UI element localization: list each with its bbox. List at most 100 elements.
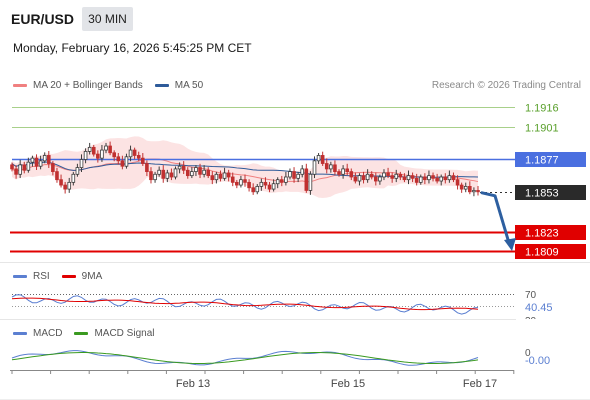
candle-up bbox=[275, 179, 280, 185]
candle-up bbox=[284, 176, 288, 183]
rsi-panel: 703040.45 bbox=[11, 290, 590, 327]
candle-up bbox=[312, 160, 317, 175]
legend-ma50: MA 50 bbox=[174, 80, 204, 91]
candle-down bbox=[34, 157, 39, 167]
pivot-badge bbox=[515, 152, 586, 167]
candle-down bbox=[226, 172, 231, 178]
candle-down bbox=[267, 184, 272, 190]
candle-up bbox=[259, 181, 264, 187]
candle-up bbox=[100, 149, 104, 159]
candle-up bbox=[214, 173, 219, 181]
candle-up bbox=[222, 172, 227, 179]
candle-down bbox=[206, 169, 211, 177]
credit-text: Research © 2026 Trading Central bbox=[431, 80, 581, 91]
candle-down bbox=[136, 155, 141, 159]
rsi-swatch bbox=[13, 275, 27, 278]
candle-up bbox=[157, 169, 161, 175]
candle-down bbox=[141, 157, 145, 164]
support-badge bbox=[515, 244, 586, 259]
candle-down bbox=[410, 175, 415, 179]
candle-up bbox=[427, 175, 431, 181]
candle-down bbox=[230, 176, 235, 183]
ma50-swatch bbox=[154, 84, 169, 87]
candle-up bbox=[87, 146, 92, 152]
candle-up bbox=[124, 156, 129, 167]
macd-value-label: -0.00 bbox=[525, 355, 550, 367]
rsi-ma-swatch bbox=[61, 275, 76, 278]
legend-rsi: RSI bbox=[33, 271, 50, 282]
candle-down bbox=[431, 175, 435, 179]
candle-down bbox=[243, 179, 247, 183]
timeframe-button[interactable]: 30 MIN bbox=[82, 7, 133, 31]
candle-up bbox=[173, 168, 178, 178]
candle-down bbox=[59, 179, 63, 186]
candle-down bbox=[51, 163, 55, 172]
candle-down bbox=[333, 164, 337, 172]
candle-down bbox=[108, 145, 112, 154]
candle-down bbox=[14, 168, 18, 175]
x-tick-label: Feb 15 bbox=[331, 378, 365, 390]
support-label: 1.1809 bbox=[525, 247, 559, 259]
candle-down bbox=[361, 175, 366, 181]
candle-up bbox=[255, 186, 260, 193]
legend-9ma: 9MA bbox=[81, 271, 103, 282]
macd-zero-label: 0 bbox=[525, 348, 531, 359]
candle-up bbox=[463, 186, 468, 190]
arrow-head bbox=[504, 238, 516, 251]
candle-down bbox=[476, 190, 480, 193]
candle-up bbox=[300, 168, 305, 175]
candle-down bbox=[374, 176, 378, 182]
candle-down bbox=[185, 169, 190, 177]
candle-down bbox=[304, 168, 309, 191]
candle-up bbox=[71, 173, 76, 183]
candle-down bbox=[10, 164, 14, 170]
candle-down bbox=[63, 184, 67, 190]
candle-up bbox=[357, 175, 362, 182]
candlesticks bbox=[10, 141, 480, 197]
candle-down bbox=[55, 171, 59, 181]
panel-separators bbox=[0, 262, 590, 400]
candle-down bbox=[455, 179, 460, 186]
candle-down bbox=[181, 165, 186, 171]
bollinger-bands bbox=[12, 136, 478, 198]
candle-down bbox=[279, 179, 284, 183]
candle-up bbox=[329, 164, 333, 170]
candle-up bbox=[67, 181, 72, 190]
candle-down bbox=[337, 171, 341, 175]
candle-down bbox=[116, 156, 121, 162]
candle-down bbox=[235, 181, 239, 186]
candle-down bbox=[349, 171, 354, 178]
candle-down bbox=[435, 177, 439, 182]
target-label: 1.1916 bbox=[525, 103, 559, 115]
candle-down bbox=[169, 172, 174, 178]
legend-ma20: MA 20 + Bollinger Bands bbox=[33, 80, 143, 91]
candle-down bbox=[120, 160, 125, 167]
target-label: 1.1901 bbox=[525, 123, 559, 135]
candle-down bbox=[247, 181, 251, 189]
candle-up bbox=[447, 175, 452, 181]
rsi-line bbox=[11, 294, 479, 315]
candle-down bbox=[292, 171, 296, 179]
candle-down bbox=[443, 176, 448, 181]
candle-up bbox=[472, 190, 476, 193]
candle-down bbox=[218, 173, 223, 179]
candle-down bbox=[402, 176, 407, 181]
candle-down bbox=[22, 164, 27, 171]
candle-down bbox=[369, 173, 374, 178]
candle-down bbox=[390, 175, 394, 179]
macd-legend: MACD MACD Signal bbox=[13, 328, 154, 339]
candle-up bbox=[79, 159, 84, 168]
candle-up bbox=[365, 173, 370, 181]
candle-down bbox=[149, 171, 153, 181]
candle-up bbox=[177, 165, 182, 170]
candle-up bbox=[26, 161, 31, 171]
legend-macd-signal: MACD Signal bbox=[94, 328, 155, 339]
candle-down bbox=[398, 173, 403, 178]
x-tick-label: Feb 17 bbox=[463, 378, 497, 390]
candle-up bbox=[239, 179, 243, 186]
last-price-label: 1.1853 bbox=[525, 188, 559, 200]
time-axis: Feb 13 Feb 15 Feb 17 bbox=[10, 370, 515, 390]
candle-down bbox=[161, 169, 166, 179]
candle-up bbox=[42, 155, 47, 162]
